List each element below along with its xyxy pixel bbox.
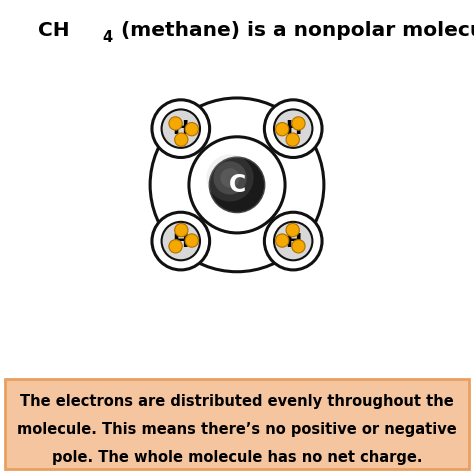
Text: 4: 4 [102, 30, 112, 46]
Circle shape [274, 109, 312, 148]
Circle shape [185, 122, 199, 136]
Circle shape [292, 117, 305, 130]
Circle shape [152, 100, 210, 157]
Circle shape [286, 223, 300, 237]
Circle shape [264, 212, 322, 270]
Text: H: H [173, 232, 189, 251]
Circle shape [274, 222, 312, 260]
Circle shape [169, 240, 182, 253]
Circle shape [207, 155, 254, 201]
Text: pole. The whole molecule has no net charge.: pole. The whole molecule has no net char… [52, 449, 422, 465]
Circle shape [169, 117, 182, 130]
Circle shape [213, 161, 246, 194]
Circle shape [174, 223, 188, 237]
Circle shape [275, 122, 289, 136]
FancyBboxPatch shape [5, 379, 469, 469]
Circle shape [226, 174, 234, 182]
Circle shape [220, 168, 240, 188]
Circle shape [275, 234, 289, 247]
Circle shape [162, 222, 200, 260]
Circle shape [185, 234, 199, 247]
Text: The electrons are distributed evenly throughout the: The electrons are distributed evenly thr… [20, 394, 454, 409]
Text: C: C [228, 173, 246, 197]
Text: CH: CH [38, 21, 70, 40]
Circle shape [152, 212, 210, 270]
Circle shape [174, 133, 188, 146]
Text: molecule. This means there’s no positive or negative: molecule. This means there’s no positive… [17, 422, 457, 437]
Circle shape [264, 100, 322, 157]
Circle shape [286, 133, 300, 146]
Circle shape [209, 157, 264, 212]
Text: (methane) is a nonpolar molecule.: (methane) is a nonpolar molecule. [114, 21, 474, 40]
Text: H: H [173, 119, 189, 138]
Text: H: H [285, 232, 301, 251]
Circle shape [292, 240, 305, 253]
Text: H: H [285, 119, 301, 138]
Circle shape [162, 109, 200, 148]
